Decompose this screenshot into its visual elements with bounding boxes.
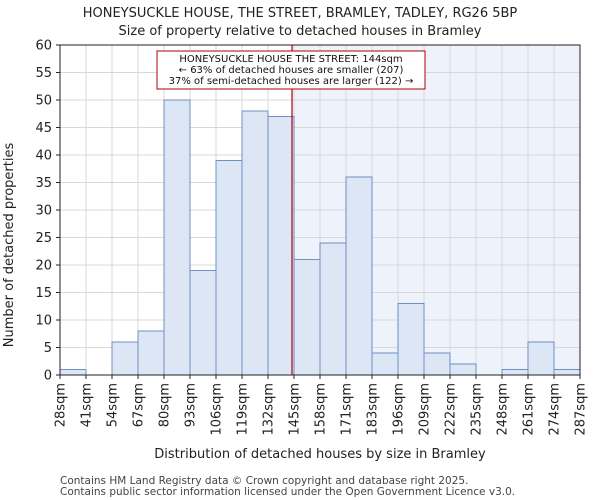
- x-tick-label: 235sqm: [470, 383, 485, 436]
- y-axis-label: Number of detached properties: [2, 143, 17, 348]
- bar-119sqm: [241, 110, 269, 376]
- x-tick-label: 145sqm: [288, 383, 303, 436]
- bar-171sqm: [345, 176, 373, 376]
- annotation-line-2: ← 63% of detached houses are smaller (20…: [179, 65, 404, 76]
- bar-196sqm: [397, 303, 425, 376]
- annotation-line-1: HONEYSUCKLE HOUSE THE STREET: 144sqm: [179, 54, 402, 65]
- bar-106sqm: [215, 160, 243, 376]
- bar-261sqm: [527, 341, 555, 376]
- bar-183sqm: [371, 352, 399, 376]
- x-tick-label: 93sqm: [184, 383, 199, 427]
- x-tick-label: 67sqm: [132, 383, 147, 427]
- bar-274sqm: [553, 369, 581, 376]
- x-tick-label: 119sqm: [236, 383, 251, 436]
- y-tick-label: 35: [35, 176, 52, 191]
- bar-93sqm: [189, 270, 217, 376]
- x-tick-label: 261sqm: [522, 383, 537, 436]
- annotation-frame: [156, 50, 426, 90]
- bar-67sqm: [137, 330, 165, 376]
- y-tick-label: 15: [35, 286, 52, 301]
- x-tick-label: 287sqm: [574, 383, 589, 436]
- x-tick-label: 41sqm: [80, 383, 95, 427]
- bars: [59, 99, 581, 376]
- y-tick-label: 45: [35, 121, 52, 136]
- bar-28sqm: [59, 369, 87, 376]
- annotation-line-3: 37% of semi-detached houses are larger (…: [169, 76, 414, 87]
- x-tick-label: 274sqm: [548, 383, 563, 436]
- x-tick-label: 196sqm: [392, 383, 407, 436]
- bar-158sqm: [319, 242, 347, 376]
- x-tick-label: 132sqm: [262, 383, 277, 436]
- footer-line-2: Contains public sector information licen…: [60, 486, 515, 498]
- y-tick-label: 50: [35, 94, 52, 109]
- y-tick-label: 40: [35, 149, 52, 164]
- y-tick-label: 20: [35, 259, 52, 274]
- chart-subtitle: Size of property relative to detached ho…: [119, 24, 482, 39]
- y-tick-label: 30: [35, 204, 52, 219]
- bar-248sqm: [501, 369, 529, 376]
- x-tick-labels: 28sqm 41sqm 54sqm 67sqm 80sqm 93sqm 106sqm 119s…: [54, 375, 589, 436]
- x-tick-label: 183sqm: [366, 383, 381, 436]
- x-tick-label: 248sqm: [496, 383, 511, 436]
- y-tick-label: 10: [35, 314, 52, 329]
- x-tick-label: 158sqm: [314, 383, 329, 436]
- x-tick-label: 54sqm: [106, 383, 121, 427]
- bar-132sqm: [267, 116, 295, 376]
- y-tick-label: 0: [44, 369, 52, 384]
- chart-title: HONEYSUCKLE HOUSE, THE STREET, BRAMLEY, …: [83, 6, 518, 21]
- bar-209sqm: [423, 352, 451, 376]
- footer-line-1: Contains HM Land Registry data © Crown c…: [60, 475, 468, 487]
- x-tick-label: 222sqm: [444, 383, 459, 436]
- y-tick-label: 55: [35, 66, 52, 81]
- bar-54sqm: [111, 341, 139, 376]
- bar-222sqm: [449, 363, 477, 376]
- x-tick-label: 80sqm: [158, 383, 173, 427]
- annotation-box: HONEYSUCKLE HOUSE THE STREET: 144sqm ← 6…: [156, 50, 426, 90]
- y-tick-label: 5: [44, 341, 52, 356]
- y-tick-label: 25: [35, 231, 52, 246]
- x-tick-label: 106sqm: [210, 383, 225, 436]
- x-tick-label: 209sqm: [418, 383, 433, 436]
- x-tick-label: 28sqm: [54, 383, 69, 427]
- x-tick-label: 171sqm: [340, 383, 355, 436]
- y-tick-labels: 0 5 10 15 20 25 30 35 40 45 50 55 60: [35, 39, 60, 384]
- bar-145sqm: [293, 259, 321, 376]
- bar-80sqm: [163, 99, 191, 376]
- y-tick-label: 60: [35, 39, 52, 54]
- x-axis-label: Distribution of detached houses by size …: [154, 447, 486, 462]
